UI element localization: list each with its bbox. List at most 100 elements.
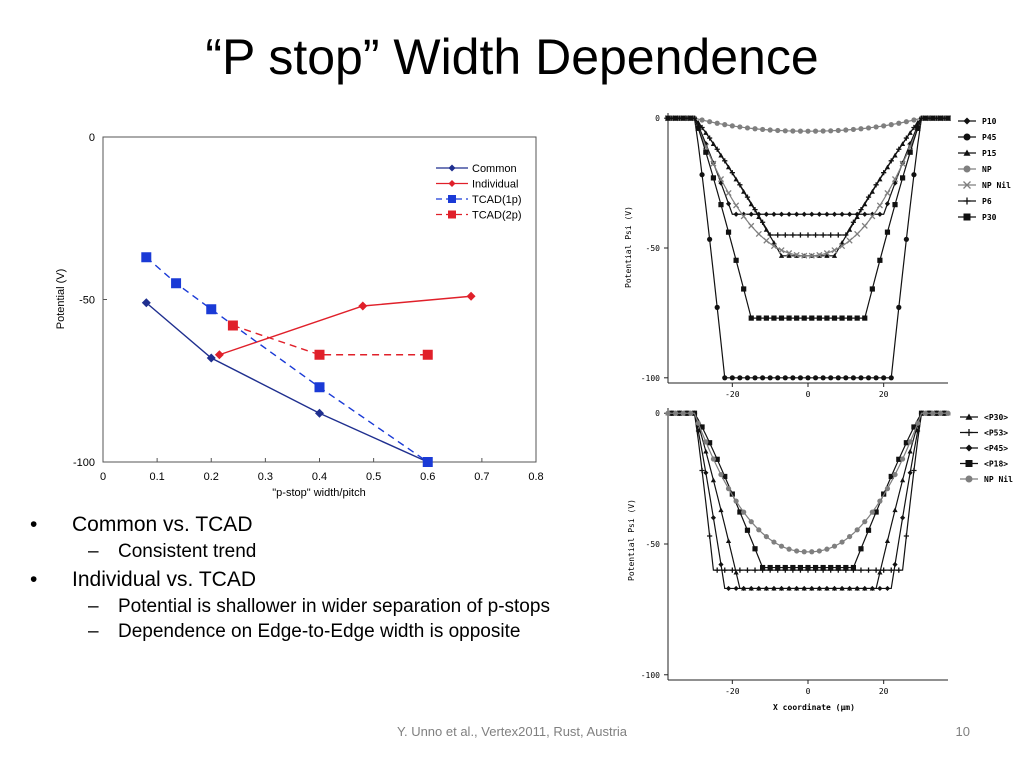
profile-point (831, 585, 838, 591)
y-tick-label: -100 (641, 671, 660, 680)
profile-point (922, 410, 928, 416)
profile-point (911, 124, 917, 131)
profile-point (722, 567, 728, 573)
legend-label: P15 (982, 149, 997, 158)
profile-point (937, 115, 944, 121)
profile-point (790, 375, 796, 381)
profile-point (763, 237, 770, 244)
profile-line (668, 117, 948, 379)
profile-point (684, 115, 690, 121)
profile-point (786, 253, 792, 258)
profile-point (858, 206, 864, 213)
profile-point (748, 201, 754, 207)
profile-point (850, 567, 857, 573)
x-tick-label: 0 (806, 687, 811, 696)
profile-point (881, 491, 887, 497)
profile-point (850, 219, 857, 225)
profile-point (911, 467, 917, 474)
profile-point (941, 115, 947, 121)
profile-point (680, 115, 686, 121)
profile-point (725, 585, 732, 592)
profile-point (805, 128, 811, 134)
profile-point (930, 115, 936, 121)
profile-point (812, 128, 819, 134)
profile-point (911, 424, 917, 430)
profile-point (809, 585, 815, 592)
profile-point (835, 375, 841, 381)
profile-point (669, 115, 675, 121)
profile-point (794, 315, 800, 321)
profile-point (771, 211, 777, 217)
profile-point (756, 527, 762, 533)
profile-point (801, 253, 807, 258)
profile-point (752, 546, 758, 552)
bullet-item: • Common vs. TCAD (30, 513, 253, 536)
profile-point (862, 201, 868, 207)
profile-point (824, 315, 830, 321)
profile-point (790, 567, 796, 573)
profile-point (934, 410, 940, 416)
profile-point (809, 585, 815, 591)
profile-point (725, 189, 732, 197)
bullet-dot: • (30, 568, 38, 591)
profile-point (775, 375, 781, 381)
profile-point (877, 585, 883, 592)
profile-point (922, 115, 929, 122)
y-tick-label: -100 (73, 457, 95, 469)
profile-point (707, 533, 713, 539)
top-y-axis-label: Potential Psi (V) (624, 206, 633, 288)
profile-point (797, 567, 804, 573)
x-tick-label: 0 (806, 390, 811, 399)
profile-point (922, 410, 928, 416)
profile-point (907, 149, 913, 155)
profile-p15 (665, 115, 951, 258)
profile-point (884, 201, 891, 207)
profile-point (828, 128, 834, 134)
y-tick-label: 0 (655, 114, 660, 123)
profile-point (858, 375, 864, 381)
profile-point (847, 585, 853, 592)
profile-point (782, 232, 788, 238)
profile-point (786, 546, 792, 552)
profile-point (835, 567, 841, 573)
legend-label: TCAD(1p) (472, 194, 522, 206)
profile-point (778, 585, 785, 591)
profile-point (688, 410, 694, 416)
profile-point (691, 115, 698, 121)
bottom-y-axis-label: Potential Psi (V) (627, 499, 636, 581)
profile-point (911, 117, 917, 123)
legend-marker (963, 213, 971, 221)
profile-point (854, 585, 860, 591)
profile-point (865, 567, 872, 573)
profile-point (881, 567, 887, 573)
profile-point (676, 115, 682, 121)
profile-point (805, 564, 811, 571)
profile-p10 (665, 115, 951, 217)
profile-point (884, 189, 891, 197)
profile-point (688, 115, 694, 121)
profile-point (672, 115, 679, 122)
profile-point (786, 250, 793, 257)
profile-point (915, 420, 921, 426)
profile-point (884, 538, 891, 544)
legend: <P30> <P53> <P45> <P18> NP Nil (960, 413, 1013, 484)
profile-point (672, 410, 679, 416)
profile-point (892, 152, 898, 158)
x-tick-label: 0.7 (474, 471, 489, 483)
profile-point (695, 422, 701, 427)
x-tick-label: -20 (725, 390, 740, 399)
profile-point (831, 315, 838, 321)
profile-point (869, 585, 875, 591)
profile-point (725, 538, 732, 544)
profile-point (903, 135, 909, 141)
profile-point (665, 115, 671, 121)
profile-line (668, 412, 948, 571)
profile-point (945, 410, 951, 416)
profile-point (684, 410, 690, 416)
profile-point (869, 286, 875, 292)
profile-point (752, 567, 758, 573)
profile-line (668, 412, 948, 569)
profile-point (684, 410, 690, 416)
profile-point (763, 533, 769, 540)
profile-point (888, 375, 894, 381)
